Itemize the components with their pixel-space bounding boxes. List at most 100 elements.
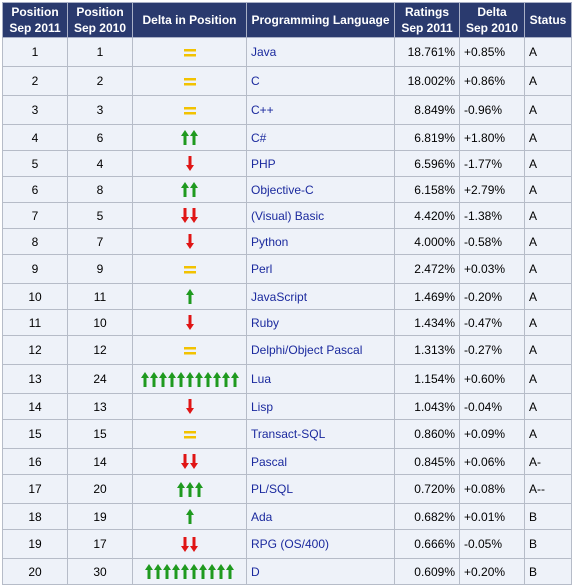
no-change-indicator — [183, 48, 196, 57]
cell-rating: 18.002% — [394, 66, 460, 96]
header-delta-line2: Sep 2010 — [465, 21, 519, 35]
up-arrow-icon — [140, 371, 149, 387]
cell-delta-position — [132, 364, 247, 394]
cell-delta-position — [132, 37, 247, 67]
up-arrow-icon — [194, 481, 203, 497]
cell-rating: 2.472% — [394, 254, 460, 284]
rank-down-indicator — [181, 208, 199, 224]
header-status-label: Status — [529, 13, 567, 27]
cell-language[interactable]: PL/SQL — [246, 474, 395, 504]
cell-language[interactable]: C — [246, 66, 395, 96]
cell-position-2010: 19 — [67, 503, 133, 530]
rank-down-indicator — [185, 234, 194, 250]
cell-rating: 0.609% — [394, 558, 460, 585]
cell-position-2011: 17 — [2, 474, 68, 504]
cell-delta-position — [132, 66, 247, 96]
cell-position-2011: 18 — [2, 503, 68, 530]
header-row: Position Sep 2011 Position Sep 2010 Delta … — [2, 2, 572, 38]
header-language: Programming Language — [246, 2, 395, 38]
rank-up-indicator — [181, 182, 199, 198]
cell-language[interactable]: Pascal — [246, 448, 395, 475]
cell-rating: 0.720% — [394, 474, 460, 504]
cell-position-2011: 3 — [2, 95, 68, 125]
up-arrow-icon — [185, 509, 194, 525]
cell-language[interactable]: RPG (OS/400) — [246, 529, 395, 559]
table-row: 20 30 D 0.609% +0.20% B — [2, 558, 572, 585]
cell-status: A — [524, 283, 572, 310]
cell-rating: 0.666% — [394, 529, 460, 559]
cell-language[interactable]: Transact-SQL — [246, 419, 395, 449]
table-row: 1 1 Java 18.761% +0.85% A — [2, 37, 572, 67]
header-position-2011-line1: Position — [11, 5, 59, 19]
cell-language[interactable]: C++ — [246, 95, 395, 125]
cell-language[interactable]: Lisp — [246, 393, 395, 420]
up-arrow-icon — [167, 371, 176, 387]
table-row: 15 15 Transact-SQL 0.860% +0.09% A — [2, 419, 572, 449]
cell-position-2011: 1 — [2, 37, 68, 67]
up-arrow-icon — [185, 371, 194, 387]
cell-status: A — [524, 364, 572, 394]
down-arrow-icon — [181, 536, 189, 552]
cell-language[interactable]: (Visual) Basic — [246, 202, 395, 229]
up-arrow-icon — [172, 564, 180, 580]
cell-delta: -0.58% — [459, 228, 525, 255]
up-arrow-icon — [163, 564, 171, 580]
cell-language[interactable]: Delphi/Object Pascal — [246, 335, 395, 365]
up-arrow-icon — [203, 371, 212, 387]
cell-status: A- — [524, 448, 572, 475]
cell-status: A — [524, 176, 572, 203]
cell-position-2011: 10 — [2, 283, 68, 310]
up-arrow-icon — [185, 289, 194, 305]
cell-rating: 4.000% — [394, 228, 460, 255]
cell-position-2011: 9 — [2, 254, 68, 284]
header-language-label: Programming Language — [251, 13, 390, 27]
cell-language[interactable]: C# — [246, 124, 395, 151]
down-arrow-icon — [185, 315, 194, 331]
cell-position-2010: 4 — [67, 150, 133, 177]
cell-rating: 0.682% — [394, 503, 460, 530]
rank-up-indicator — [185, 509, 194, 525]
cell-position-2010: 3 — [67, 95, 133, 125]
cell-position-2010: 14 — [67, 448, 133, 475]
cell-position-2010: 1 — [67, 37, 133, 67]
header-position-2010: Position Sep 2010 — [67, 2, 133, 38]
cell-delta-position — [132, 503, 247, 530]
cell-delta-position — [132, 124, 247, 151]
cell-language[interactable]: D — [246, 558, 395, 585]
cell-status: A — [524, 309, 572, 336]
cell-rating: 6.158% — [394, 176, 460, 203]
cell-language[interactable]: Objective-C — [246, 176, 395, 203]
cell-delta: -1.38% — [459, 202, 525, 229]
cell-language[interactable]: Python — [246, 228, 395, 255]
cell-position-2010: 8 — [67, 176, 133, 203]
cell-delta-position — [132, 309, 247, 336]
table-row: 5 4 PHP 6.596% -1.77% A — [2, 150, 572, 177]
cell-status: A — [524, 393, 572, 420]
cell-delta-position — [132, 176, 247, 203]
cell-delta: +0.06% — [459, 448, 525, 475]
cell-language[interactable]: Perl — [246, 254, 395, 284]
cell-delta: +0.85% — [459, 37, 525, 67]
cell-language[interactable]: Lua — [246, 364, 395, 394]
cell-position-2011: 13 — [2, 364, 68, 394]
cell-language[interactable]: Ada — [246, 503, 395, 530]
cell-language[interactable]: Ruby — [246, 309, 395, 336]
cell-delta-position — [132, 254, 247, 284]
cell-delta-position — [132, 474, 247, 504]
cell-position-2010: 12 — [67, 335, 133, 365]
down-arrow-icon — [181, 454, 189, 470]
cell-language[interactable]: JavaScript — [246, 283, 395, 310]
cell-rating: 1.154% — [394, 364, 460, 394]
cell-rating: 8.849% — [394, 95, 460, 125]
cell-rating: 0.845% — [394, 448, 460, 475]
cell-delta-position — [132, 228, 247, 255]
cell-rating: 1.469% — [394, 283, 460, 310]
up-arrow-icon — [181, 130, 189, 146]
rank-up-indicator — [181, 130, 199, 146]
cell-language[interactable]: Java — [246, 37, 395, 67]
cell-language[interactable]: PHP — [246, 150, 395, 177]
up-arrow-icon — [149, 371, 158, 387]
header-ratings: Ratings Sep 2011 — [394, 2, 460, 38]
header-position-2011-line2: Sep 2011 — [9, 21, 61, 35]
cell-status: A — [524, 419, 572, 449]
